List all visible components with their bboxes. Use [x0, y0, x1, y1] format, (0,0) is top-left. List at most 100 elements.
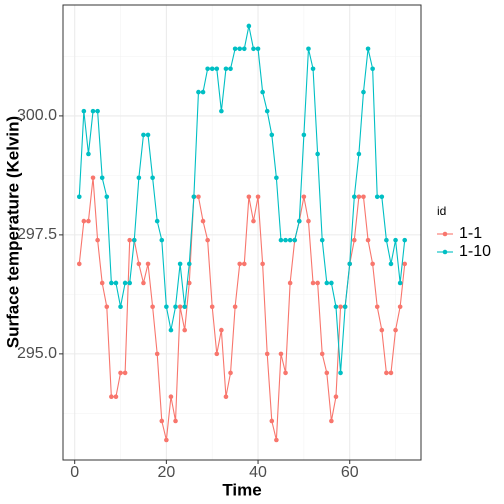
- point: [393, 237, 398, 243]
- point: [127, 280, 132, 286]
- point: [200, 89, 206, 95]
- point: [136, 261, 142, 267]
- point: [122, 280, 128, 286]
- point: [241, 46, 247, 52]
- point: [333, 304, 339, 310]
- point: [278, 237, 284, 243]
- point: [76, 194, 82, 200]
- point: [150, 304, 155, 310]
- point: [301, 132, 307, 138]
- point: [402, 261, 408, 267]
- point: [283, 370, 288, 376]
- series-line: [78, 25, 406, 373]
- legend-key-point: [442, 249, 448, 255]
- point: [301, 194, 307, 200]
- point: [260, 89, 265, 95]
- point: [384, 370, 389, 376]
- point: [86, 151, 91, 157]
- point: [219, 108, 224, 114]
- point: [352, 237, 357, 243]
- point: [347, 261, 353, 267]
- point: [329, 418, 334, 424]
- panel-border: [62, 4, 422, 461]
- point: [90, 175, 96, 181]
- point: [255, 46, 261, 52]
- point: [319, 351, 325, 357]
- point: [214, 351, 220, 357]
- point: [333, 394, 339, 399]
- point: [205, 66, 210, 72]
- point: [274, 175, 279, 181]
- point: [370, 66, 375, 72]
- series-line: [78, 177, 406, 441]
- point: [95, 108, 100, 114]
- point: [287, 237, 293, 243]
- point: [324, 370, 330, 376]
- point: [177, 304, 183, 310]
- point: [310, 66, 316, 72]
- point: [228, 66, 233, 72]
- point: [127, 237, 132, 243]
- point: [209, 66, 215, 72]
- point: [209, 304, 215, 310]
- point: [164, 304, 169, 310]
- point: [118, 370, 123, 376]
- point: [191, 194, 197, 200]
- point: [76, 261, 82, 267]
- point: [186, 261, 192, 267]
- point: [145, 132, 151, 138]
- point: [251, 46, 256, 52]
- point: [95, 237, 100, 243]
- point: [315, 151, 320, 157]
- point: [99, 175, 105, 181]
- point: [122, 370, 128, 376]
- point: [278, 351, 284, 357]
- point: [177, 261, 183, 267]
- point: [388, 370, 394, 376]
- point: [232, 46, 238, 52]
- point: [109, 280, 114, 286]
- y-tick-label: 297.5: [17, 226, 57, 243]
- point: [232, 304, 238, 310]
- point: [384, 237, 389, 243]
- point: [136, 175, 142, 181]
- x-tick-label: 0: [70, 464, 79, 481]
- legend-title: id: [437, 204, 446, 218]
- y-tick-label: 295.0: [17, 345, 57, 362]
- point: [131, 237, 137, 243]
- point: [255, 194, 261, 200]
- point: [145, 261, 151, 267]
- point: [200, 218, 206, 224]
- legend-label: 1-10: [459, 243, 491, 260]
- point: [365, 237, 371, 243]
- point: [214, 66, 220, 72]
- legend-key-point: [442, 231, 448, 237]
- point: [370, 261, 375, 267]
- x-tick-label: 40: [249, 464, 267, 481]
- point: [205, 237, 210, 243]
- point: [159, 418, 165, 424]
- point: [90, 108, 96, 114]
- point: [86, 218, 91, 224]
- point: [329, 280, 334, 286]
- point: [310, 280, 316, 286]
- point: [113, 280, 119, 286]
- y-tick-label: 300.0: [17, 107, 57, 124]
- point: [182, 304, 188, 310]
- x-tick-label: 20: [157, 464, 175, 481]
- point: [173, 418, 178, 424]
- point: [361, 194, 366, 200]
- legend-label: 1-1: [459, 225, 482, 242]
- point: [296, 218, 302, 224]
- point: [173, 304, 178, 310]
- point: [223, 394, 229, 399]
- point: [356, 151, 362, 157]
- point: [168, 327, 174, 333]
- point: [251, 218, 256, 224]
- point: [374, 194, 380, 200]
- point: [186, 280, 192, 286]
- point: [104, 304, 110, 310]
- point: [99, 280, 105, 286]
- point: [260, 261, 265, 267]
- point: [228, 370, 233, 376]
